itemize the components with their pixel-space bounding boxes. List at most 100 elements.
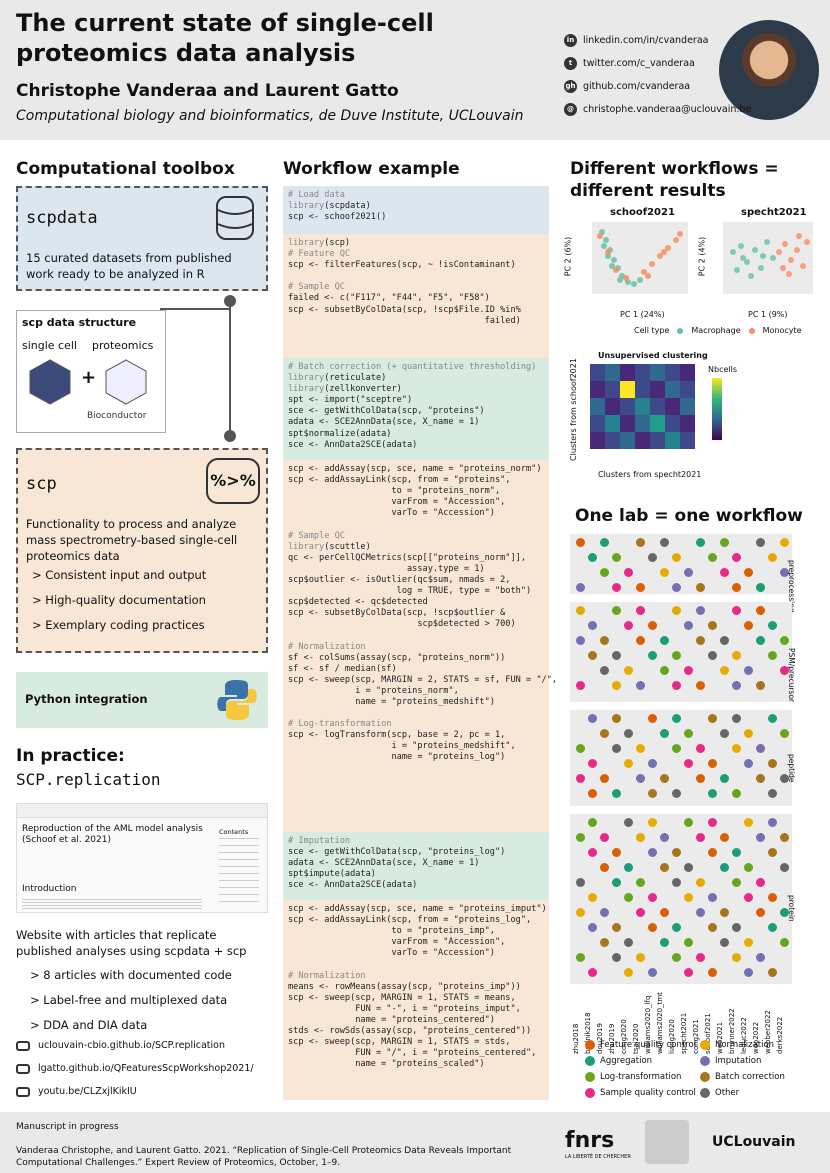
step-mark bbox=[696, 538, 705, 547]
step-mark bbox=[696, 583, 705, 592]
website-screenshot[interactable]: Reproduction of the AML model analysis (… bbox=[16, 803, 268, 913]
step-mark bbox=[780, 774, 789, 783]
heatmap-cell bbox=[635, 398, 650, 415]
heatmap-xlabel: Clusters from specht2021 bbox=[598, 470, 702, 479]
monocyte-swatch bbox=[748, 327, 755, 334]
step-mark bbox=[624, 666, 633, 675]
step-mark bbox=[780, 908, 789, 917]
contact-item[interactable]: in linkedin.com/in/cvanderaa bbox=[564, 34, 708, 47]
results-heading: Different workflows = different results bbox=[570, 159, 779, 201]
authors: Christophe Vanderaa and Laurent Gatto bbox=[16, 81, 399, 101]
step-mark bbox=[708, 818, 717, 827]
lab-heading: One lab = one workflow bbox=[575, 506, 803, 526]
practice-link[interactable]: youtu.be/CLZxjlKikIU bbox=[16, 1086, 137, 1097]
step-mark bbox=[636, 583, 645, 592]
step-mark bbox=[696, 744, 705, 753]
step-mark bbox=[612, 744, 621, 753]
step-mark bbox=[576, 878, 585, 887]
contact-item[interactable]: gh github.com/cvanderaa bbox=[564, 80, 690, 93]
step-mark bbox=[696, 878, 705, 887]
bioconductor-logo: Bioconductor bbox=[87, 411, 147, 421]
pca-xlabel-specht: PC 1 (9%) bbox=[748, 310, 788, 319]
pca-title-schoof: schoof2021 bbox=[610, 207, 675, 218]
step-mark bbox=[744, 621, 753, 630]
step-mark bbox=[768, 848, 777, 857]
pca-legend-title: Cell type bbox=[634, 326, 670, 335]
contact-item[interactable]: @ christophe.vanderaa@uclouvain.be bbox=[564, 103, 751, 116]
step-mark bbox=[576, 636, 585, 645]
step-mark bbox=[732, 553, 741, 562]
step-mark bbox=[744, 568, 753, 577]
single-cell-label: single cell bbox=[22, 339, 77, 352]
heatmap-cell bbox=[590, 432, 605, 449]
step-mark bbox=[684, 818, 693, 827]
step-mark bbox=[768, 714, 777, 723]
workflow-heading: Workflow example bbox=[283, 159, 460, 179]
fnrs-tagline: LA LIBERTÉ DE CHERCHER bbox=[565, 1154, 631, 1160]
step-mark bbox=[756, 953, 765, 962]
legend-swatch bbox=[585, 1056, 595, 1066]
step-mark bbox=[744, 863, 753, 872]
step-mark bbox=[672, 583, 681, 592]
heatmap-cell bbox=[590, 364, 605, 381]
affiliation: Computational biology and bioinformatics… bbox=[16, 108, 524, 124]
practice-link[interactable]: uclouvain-cbio.github.io/SCP.replication bbox=[16, 1040, 225, 1051]
connector-dot bbox=[224, 295, 236, 307]
contact-item[interactable]: t twitter.com/c_vanderaa bbox=[564, 57, 695, 70]
practice-link[interactable]: lgatto.github.io/QFeaturesScpWorkshop202… bbox=[16, 1063, 254, 1074]
step-mark bbox=[732, 848, 741, 857]
pca-ylabel-schoof: PC 2 (6%) bbox=[563, 236, 573, 277]
step-mark bbox=[648, 968, 657, 977]
heatmap-colorbar bbox=[712, 378, 722, 440]
step-mark bbox=[696, 774, 705, 783]
legend-text: Imputation bbox=[715, 1056, 762, 1066]
heatmap-cell bbox=[620, 381, 635, 398]
step-mark bbox=[744, 729, 753, 738]
step-mark bbox=[660, 833, 669, 842]
legend-text: Feature quality control bbox=[600, 1040, 697, 1050]
lab-legend: Feature quality control Normalization Aggr… bbox=[585, 1040, 815, 1098]
step-mark bbox=[672, 923, 681, 932]
step-mark bbox=[756, 744, 765, 753]
step-mark bbox=[672, 651, 681, 660]
step-mark bbox=[732, 606, 741, 615]
step-mark bbox=[708, 789, 717, 798]
code-batch-correction: # Batch correction (+ quantitative thres… bbox=[283, 358, 549, 460]
step-mark bbox=[636, 538, 645, 547]
pca-xlabel-schoof: PC 1 (24%) bbox=[620, 310, 665, 319]
heatmap-cell bbox=[650, 415, 665, 432]
legend-swatch bbox=[585, 1088, 595, 1098]
facet-label: PSM/precursor bbox=[787, 648, 796, 703]
facet-label: protein bbox=[787, 895, 796, 922]
scpdata-title: scpdata bbox=[26, 208, 98, 228]
scp-bullet: > High-quality documentation bbox=[32, 593, 206, 607]
legend-swatch bbox=[700, 1088, 710, 1098]
step-mark bbox=[600, 774, 609, 783]
heatmap-cell bbox=[590, 415, 605, 432]
step-mark bbox=[660, 538, 669, 547]
step-mark bbox=[708, 651, 717, 660]
step-mark bbox=[624, 568, 633, 577]
legend-swatch bbox=[585, 1040, 595, 1050]
step-mark bbox=[576, 606, 585, 615]
heatmap-cell bbox=[590, 381, 605, 398]
contact-text: linkedin.com/in/cvanderaa bbox=[583, 35, 709, 46]
step-mark bbox=[636, 908, 645, 917]
step-mark bbox=[588, 848, 597, 857]
heatmap-cell bbox=[650, 432, 665, 449]
contact-text: twitter.com/c_vanderaa bbox=[583, 58, 695, 69]
step-mark bbox=[696, 908, 705, 917]
step-mark bbox=[672, 789, 681, 798]
step-mark bbox=[696, 953, 705, 962]
step-mark bbox=[648, 553, 657, 562]
structure-box: scp data structure single cell proteomic… bbox=[16, 310, 166, 433]
step-mark bbox=[768, 651, 777, 660]
step-mark bbox=[720, 938, 729, 947]
step-mark bbox=[624, 893, 633, 902]
heatmap bbox=[590, 364, 700, 454]
step-mark bbox=[576, 908, 585, 917]
step-mark bbox=[696, 833, 705, 842]
lab-legend-item: Other bbox=[700, 1088, 815, 1098]
scp-box: scp %>% Functionality to process and ana… bbox=[16, 448, 268, 653]
step-mark bbox=[768, 923, 777, 932]
